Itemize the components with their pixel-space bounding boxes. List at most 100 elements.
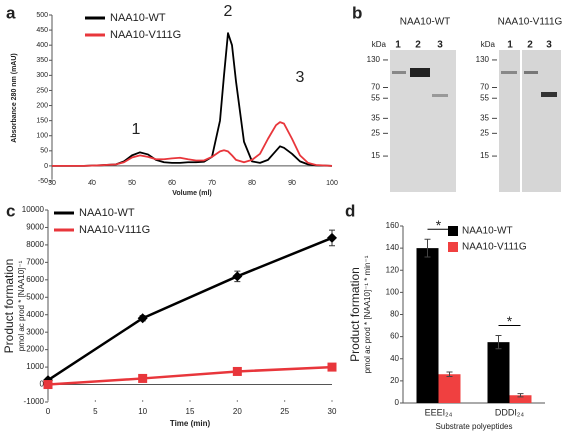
gel-title: NAA10-WT [400, 17, 451, 28]
x-tick-label: 60 [168, 180, 176, 187]
marker-label: 35 [480, 113, 489, 122]
marker-label: 55 [480, 93, 489, 102]
gel-band [541, 92, 557, 97]
peak-label: 2 [224, 3, 233, 20]
marker [232, 271, 243, 282]
y-tick-label: 100 [36, 133, 48, 140]
marker-label: 15 [371, 151, 380, 160]
x-tick-label: 80 [248, 180, 256, 187]
marker [43, 380, 53, 390]
gel-band [432, 94, 448, 97]
lane-label: 2 [527, 40, 533, 51]
legend-label: NAA10-WT [110, 12, 166, 24]
lane-label: 3 [437, 40, 443, 51]
x-tick-label: 30 [48, 180, 56, 187]
x-tick-label: 70 [208, 180, 216, 187]
peak-label: 3 [296, 69, 305, 86]
y-tick-label: 60 [390, 332, 399, 341]
gel-divider [520, 50, 522, 192]
y-tick-label: 4000 [26, 310, 44, 319]
marker [327, 232, 337, 243]
y-tick-label: 300 [36, 72, 48, 79]
y-tick-label: 200 [36, 102, 48, 109]
x-tick-label: 40 [88, 180, 96, 187]
y-tick-label: -1000 [24, 397, 45, 406]
gel-band [501, 71, 517, 74]
error-bar [424, 238, 431, 258]
y-tick-label: 500 [36, 12, 48, 19]
marker-label: 70 [480, 83, 489, 92]
gel-band [410, 68, 430, 77]
x-axis-title: Time (min) [170, 419, 211, 428]
y-tick-label: 160 [386, 221, 400, 230]
marker-label: 35 [371, 113, 380, 122]
x-tick-label: 5 [93, 407, 98, 416]
bar [416, 248, 439, 403]
y-tick-label: 50 [40, 148, 48, 155]
legend-label: NAA10-WT [79, 207, 135, 219]
y-tick-label: 150 [36, 117, 48, 124]
panel-letter: d [345, 201, 355, 220]
y-tick-label: 400 [36, 42, 48, 49]
significance-label: * [436, 217, 442, 233]
significance-label: * [507, 313, 513, 329]
y-tick-label: 0 [44, 163, 48, 170]
marker-label: 55 [371, 93, 380, 102]
marker-label: 70 [371, 83, 380, 92]
y-axis-subtitle: pmol ac prod * [NAA10]⁻¹ [17, 260, 26, 351]
marker-label: 130 [367, 55, 381, 64]
y-axis-subtitle: pmol ac prod * [NAA10]⁻¹ * min⁻¹ [363, 255, 372, 373]
y-tick-label: 10000 [22, 205, 45, 214]
y-tick-label: 8000 [26, 240, 44, 249]
marker-label: 25 [371, 128, 380, 137]
x-tick-label: 0 [46, 407, 51, 416]
marker [327, 362, 337, 372]
marker [232, 366, 242, 376]
panel-letter: c [6, 201, 15, 220]
y-tick-label: 350 [36, 57, 48, 64]
x-tick-label: 10 [138, 407, 147, 416]
legend-label: NAA10-V111G [110, 29, 181, 41]
panel-letter: b [352, 3, 362, 22]
x-tick-label: 50 [128, 180, 136, 187]
y-tick-label: 140 [386, 243, 400, 252]
x-tick-label: 90 [288, 180, 296, 187]
y-axis-title: Absorbance 280 nm (mAU) [11, 53, 18, 142]
peak-label: 1 [132, 121, 141, 138]
y-axis-title: Product formation [2, 259, 16, 354]
lane-label: 1 [395, 40, 401, 51]
legend-swatch [448, 242, 458, 252]
lane-label: 3 [546, 40, 552, 51]
lane-label: 2 [415, 40, 421, 51]
y-tick-label: 2000 [26, 345, 44, 354]
y-tick-label: 5000 [26, 292, 44, 301]
gel-band [392, 71, 406, 74]
x-tick-label: 30 [328, 407, 337, 416]
data-line [47, 365, 333, 386]
y-tick-label: 20 [390, 376, 399, 385]
legend-swatch [448, 226, 458, 236]
x-axis-title: Volume (ml) [172, 190, 212, 197]
marker-label: 15 [480, 151, 489, 160]
y-tick-label: 9000 [26, 223, 44, 232]
y-tick-label: 250 [36, 87, 48, 94]
y-axis-title: Product formation [348, 267, 362, 362]
y-tick-label: 3000 [26, 327, 44, 336]
error-bar [446, 371, 453, 377]
bar [509, 395, 532, 403]
legend-label: NAA10-V111G [462, 242, 527, 253]
gel-title: NAA10-V111G [498, 17, 563, 28]
data-line [52, 121, 333, 167]
y-tick-label: 0 [395, 398, 400, 407]
y-tick-label: 40 [390, 354, 399, 363]
y-tick-label: 80 [390, 310, 399, 319]
bar [438, 374, 461, 403]
panel-letter: a [6, 3, 16, 22]
kda-label: kDa [372, 40, 387, 49]
legend-label: NAA10-V111G [79, 224, 150, 236]
y-tick-label: 450 [36, 27, 48, 34]
y-tick-label: 120 [386, 265, 400, 274]
y-tick-label: 6000 [26, 275, 44, 284]
y-tick-label: 1000 [26, 362, 44, 371]
